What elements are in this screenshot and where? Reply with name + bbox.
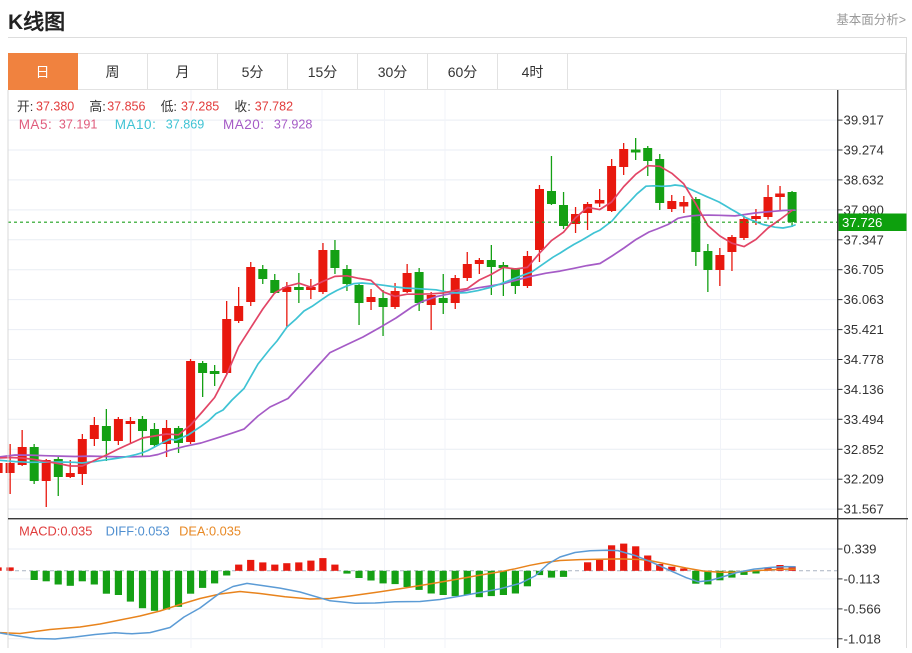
svg-text:39.917: 39.917 <box>844 113 884 128</box>
svg-text:MA20:: MA20: <box>223 117 265 132</box>
svg-text:DEA:0.035: DEA:0.035 <box>179 524 241 539</box>
svg-text:32.209: 32.209 <box>844 472 884 487</box>
svg-text:开:: 开: <box>17 99 33 114</box>
svg-text:32.852: 32.852 <box>844 442 884 457</box>
svg-text:34.778: 34.778 <box>844 352 884 367</box>
svg-text:37.191: 37.191 <box>59 118 98 132</box>
svg-text:34.136: 34.136 <box>844 382 884 397</box>
svg-text:DIFF:0.053: DIFF:0.053 <box>106 524 170 539</box>
svg-text:37.347: 37.347 <box>844 232 884 247</box>
svg-text:高:: 高: <box>89 99 105 114</box>
svg-text:37.726: 37.726 <box>842 215 882 230</box>
svg-text:MA10:: MA10: <box>115 117 157 132</box>
svg-text:39.274: 39.274 <box>844 143 884 158</box>
svg-text:MACD:0.035: MACD:0.035 <box>19 524 92 539</box>
svg-text:37.856: 37.856 <box>107 99 145 113</box>
svg-text:36.705: 36.705 <box>844 262 884 277</box>
svg-text:0.339: 0.339 <box>844 542 877 557</box>
svg-text:37.869: 37.869 <box>166 118 205 132</box>
svg-text:MA5:: MA5: <box>19 117 53 132</box>
svg-text:低:: 低: <box>161 99 177 114</box>
svg-text:-1.018: -1.018 <box>844 631 881 646</box>
svg-text:37.782: 37.782 <box>255 99 293 113</box>
svg-text:35.421: 35.421 <box>844 322 884 337</box>
svg-text:31.567: 31.567 <box>844 502 884 517</box>
svg-text:37.285: 37.285 <box>181 99 219 113</box>
svg-text:36.063: 36.063 <box>844 292 884 307</box>
svg-text:38.632: 38.632 <box>844 172 884 187</box>
svg-text:37.380: 37.380 <box>36 99 74 113</box>
svg-text:收:: 收: <box>234 99 250 114</box>
svg-text:-0.566: -0.566 <box>844 601 881 616</box>
svg-text:-0.113: -0.113 <box>844 571 880 586</box>
svg-text:37.928: 37.928 <box>274 118 313 132</box>
svg-text:33.494: 33.494 <box>844 412 884 427</box>
